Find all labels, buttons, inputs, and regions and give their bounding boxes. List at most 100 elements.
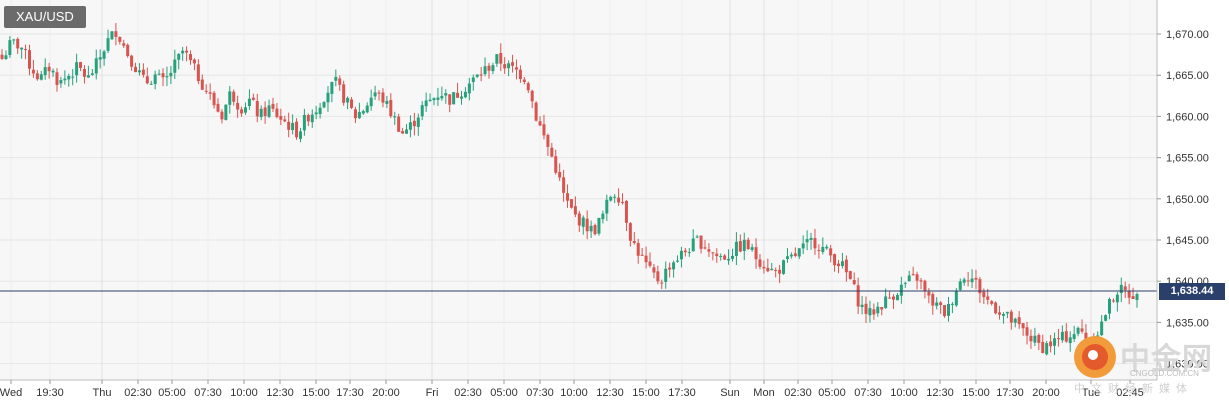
candle-body: [271, 103, 275, 109]
candle-body: [161, 73, 165, 78]
candle-body: [393, 116, 397, 118]
y-tick-label: 1,660.00: [1166, 111, 1209, 123]
candle-body: [483, 66, 487, 75]
candle-body: [471, 77, 475, 83]
x-tick-label: Thu: [93, 387, 112, 399]
candle-body: [844, 259, 848, 273]
x-tick-label: 15:00: [962, 387, 990, 399]
candle-body: [507, 63, 511, 69]
grid: [0, 0, 1157, 380]
candle-body: [361, 111, 365, 114]
watermark-tagline: 中文财经新媒体: [1074, 382, 1193, 395]
candle-body: [852, 279, 856, 285]
candle-body: [668, 267, 672, 270]
candle-body: [813, 238, 817, 249]
candle-body: [8, 40, 12, 56]
candle-body: [860, 304, 864, 307]
candle-body: [302, 114, 306, 131]
candle-body: [452, 92, 456, 105]
candle-body: [1119, 284, 1123, 294]
candle-body: [181, 50, 185, 54]
x-tick-label: 05:00: [158, 387, 186, 399]
candle-body: [876, 306, 880, 314]
candle-body: [334, 76, 338, 81]
candle-body: [27, 50, 31, 69]
x-tick-label: Sun: [720, 387, 740, 399]
candle-body: [986, 296, 990, 300]
candle-body: [868, 308, 872, 316]
candle-body: [216, 103, 220, 112]
candle-body: [475, 74, 479, 77]
candle-body: [165, 76, 169, 78]
candle-body: [703, 247, 707, 249]
candle-body: [699, 235, 703, 249]
candle-body: [640, 254, 644, 256]
candle-body: [212, 92, 216, 106]
candle-body: [754, 247, 758, 260]
watermark-brand-en: CNGOLD.COM.CN: [1130, 369, 1199, 378]
candle-body: [880, 307, 884, 310]
candle-body: [196, 64, 200, 82]
candle-body: [432, 98, 436, 101]
candle-body: [314, 112, 318, 115]
candle-body: [153, 74, 157, 84]
candle-body: [134, 66, 138, 73]
candle-body: [444, 93, 448, 96]
candle-body: [90, 73, 94, 75]
candle-body: [652, 267, 656, 273]
candle-body: [931, 294, 935, 306]
y-tick-label: 1,645.00: [1166, 235, 1209, 247]
y-tick-label: 1,630.00: [1166, 359, 1209, 371]
candle-body: [829, 248, 833, 256]
x-tick-label: 17:30: [996, 387, 1024, 399]
candle-body: [145, 76, 149, 84]
candle-body: [939, 302, 943, 305]
candle-body: [86, 75, 90, 78]
candle-body: [758, 259, 762, 267]
x-tick-label: 10:00: [230, 387, 258, 399]
candle-body: [864, 303, 868, 314]
candle-body: [946, 304, 950, 316]
candle-body: [793, 253, 797, 257]
candle-body: [1080, 328, 1084, 332]
candle-body: [491, 65, 495, 72]
candle-body: [459, 96, 463, 99]
candle-body: [456, 92, 460, 98]
candle-body: [691, 238, 695, 252]
x-tick-label: 17:30: [336, 387, 364, 399]
x-tick-label: 12:30: [596, 387, 624, 399]
cngold-logo-icon: [1072, 334, 1118, 385]
candle-body: [687, 252, 691, 254]
candle-body: [408, 122, 412, 130]
candle-body: [990, 301, 994, 304]
x-tick-label: 12:30: [926, 387, 954, 399]
candle-body: [569, 199, 573, 208]
candle-body: [805, 239, 809, 243]
candle-body: [1076, 327, 1080, 334]
x-tick-label: 07:30: [854, 387, 882, 399]
candle-body: [848, 271, 852, 280]
candle-body: [228, 91, 232, 105]
candle-body: [318, 107, 322, 115]
candle-body: [550, 147, 554, 157]
candle-body: [817, 249, 821, 251]
candle-body: [259, 108, 263, 118]
candle-body: [94, 58, 98, 74]
y-tick-label: 1,650.00: [1166, 194, 1209, 206]
candle-body: [487, 65, 491, 71]
candle-body: [683, 250, 687, 253]
candle-body: [774, 270, 778, 272]
candle-body: [1021, 323, 1025, 329]
y-tick-label: 1,635.00: [1166, 317, 1209, 329]
candle-body: [295, 121, 299, 138]
candle-body: [1131, 296, 1135, 300]
candle-body: [240, 109, 244, 114]
x-axis-ticks: Wed 19:30 Thu 02:30 05:00 07:30 10:00 12:30 15:0…: [0, 380, 1144, 399]
candle-body: [189, 54, 193, 61]
candle-body: [177, 53, 181, 60]
candle-body: [59, 80, 63, 84]
x-tick-label: Tue: [1082, 387, 1101, 399]
candle-body: [247, 98, 251, 107]
x-tick-label: 17:30: [668, 387, 696, 399]
candle-body: [597, 217, 601, 234]
